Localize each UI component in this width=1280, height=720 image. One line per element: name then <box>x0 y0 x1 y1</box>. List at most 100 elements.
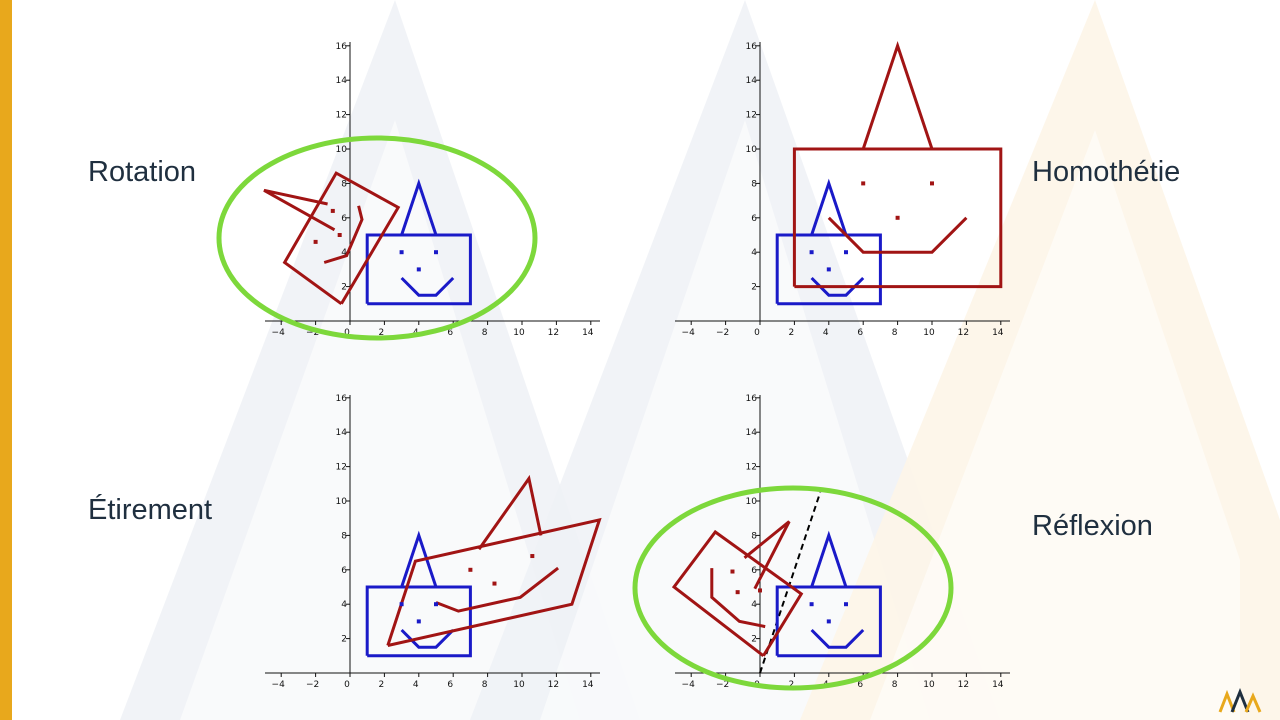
x-tick-label: 0 <box>754 328 760 338</box>
y-tick-label: 10 <box>746 497 758 507</box>
original-eye-dot <box>434 250 438 255</box>
x-tick-label: 6 <box>857 680 863 690</box>
transformed-shape-line <box>861 41 934 150</box>
highlight-circle <box>632 485 954 691</box>
x-tick-label: 12 <box>958 680 969 690</box>
original-shape-line <box>810 178 848 236</box>
x-tick-label: −4 <box>682 680 696 690</box>
y-tick-label: 2 <box>341 635 347 645</box>
x-tick-label: 6 <box>857 328 863 338</box>
original-eye-dot <box>399 602 404 607</box>
transformed-shape-line <box>827 216 968 254</box>
y-tick-label: 2 <box>751 635 757 645</box>
x-tick-label: 6 <box>447 328 453 338</box>
y-tick-label: 12 <box>746 111 757 121</box>
triple-peak-logo-icon <box>1218 688 1262 713</box>
y-tick-label: 14 <box>336 428 348 438</box>
x-tick-label: 4 <box>823 328 829 338</box>
y-tick-label: 6 <box>341 566 347 576</box>
transformed-shape-line <box>435 566 560 613</box>
transformed-shape-line <box>323 205 364 264</box>
original-eye-dot <box>844 602 848 607</box>
original-shape-line <box>400 530 438 588</box>
x-tick-label: −4 <box>682 328 696 338</box>
x-tick-label: −2 <box>306 680 319 690</box>
y-tick-label: 4 <box>751 600 757 610</box>
x-tick-label: −2 <box>716 680 729 690</box>
x-tick-label: 8 <box>482 680 488 690</box>
x-tick-label: 8 <box>892 328 898 338</box>
y-tick-label: 14 <box>336 76 348 86</box>
y-tick-label: 6 <box>751 214 757 224</box>
y-tick-label: 10 <box>746 145 758 155</box>
y-tick-label: 6 <box>751 566 757 576</box>
transformed-eye-dot <box>758 588 762 593</box>
y-tick-label: 16 <box>746 394 758 404</box>
transformed-shape-line <box>671 529 804 657</box>
x-tick-label: 12 <box>548 680 559 690</box>
x-tick-label: 14 <box>582 680 594 690</box>
original-eye-dot <box>416 267 421 272</box>
label-reflexion: Réflexion <box>1032 510 1153 542</box>
x-tick-label: 10 <box>923 680 935 690</box>
transformed-eye-dot <box>468 567 473 572</box>
plot-etirement: −4 −2 0 2 4 6 8 10 12 14 2 4 6 8 10 12 14 16 <box>265 394 602 690</box>
accent-bar <box>0 0 12 720</box>
original-eye-dot <box>809 602 814 607</box>
transformed-eye-dot <box>330 208 335 213</box>
y-tick-label: 8 <box>341 531 347 541</box>
transformed-eye-dot <box>313 239 318 244</box>
x-tick-label: 14 <box>992 328 1004 338</box>
original-shape-line <box>400 178 438 236</box>
original-shape-line <box>365 585 472 658</box>
y-tick-label: 6 <box>341 214 347 224</box>
original-eye-dot <box>399 250 404 255</box>
x-tick-label: 10 <box>513 328 525 338</box>
transformed-eye-dot <box>492 581 497 586</box>
y-tick-label: 16 <box>336 42 348 52</box>
original-eye-dot <box>844 250 848 255</box>
x-tick-label: 2 <box>789 328 795 338</box>
y-tick-label: 2 <box>751 283 757 293</box>
y-tick-label: 2 <box>341 283 347 293</box>
y-tick-label: 14 <box>746 428 758 438</box>
original-shape-line <box>810 530 848 588</box>
y-tick-label: 4 <box>341 248 347 258</box>
x-tick-label: 8 <box>892 680 898 690</box>
x-tick-label: 14 <box>582 328 594 338</box>
transformed-shape-line <box>386 517 602 647</box>
x-tick-label: 0 <box>344 328 350 338</box>
highlight-circle <box>216 135 538 341</box>
original-eye-dot <box>809 250 814 255</box>
y-tick-label: 8 <box>751 179 757 189</box>
x-tick-label: −4 <box>272 328 286 338</box>
transformed-eye-dot <box>930 181 934 186</box>
y-tick-label: 14 <box>746 76 758 86</box>
transformed-eye-dot <box>895 215 900 220</box>
x-tick-label: 12 <box>958 328 969 338</box>
y-tick-label: 16 <box>746 42 758 52</box>
transformed-eye-dot <box>337 233 342 237</box>
y-tick-label: 12 <box>336 463 347 473</box>
x-tick-label: 2 <box>379 680 385 690</box>
label-etirement: Étirement <box>88 494 213 526</box>
x-tick-label: −2 <box>306 328 319 338</box>
transformed-eye-dot <box>530 554 535 559</box>
x-tick-label: 14 <box>992 680 1004 690</box>
transformed-eye-dot <box>861 181 866 186</box>
plot-homothetie: −4 −2 0 2 4 6 8 10 12 14 2 4 6 8 10 12 14 16 <box>675 41 1010 338</box>
label-rotation: Rotation <box>88 156 197 188</box>
x-tick-label: 2 <box>379 328 385 338</box>
x-tick-label: 6 <box>447 680 453 690</box>
y-tick-label: 12 <box>746 463 757 473</box>
x-tick-label: −2 <box>716 328 729 338</box>
original-eye-dot <box>434 602 438 607</box>
transformed-shape-line <box>792 147 1003 289</box>
transformed-shape-line <box>743 520 791 590</box>
x-tick-label: −4 <box>272 680 286 690</box>
transformed-eye-dot <box>730 569 735 574</box>
x-tick-label: 10 <box>923 328 935 338</box>
original-shape-line <box>775 233 882 306</box>
